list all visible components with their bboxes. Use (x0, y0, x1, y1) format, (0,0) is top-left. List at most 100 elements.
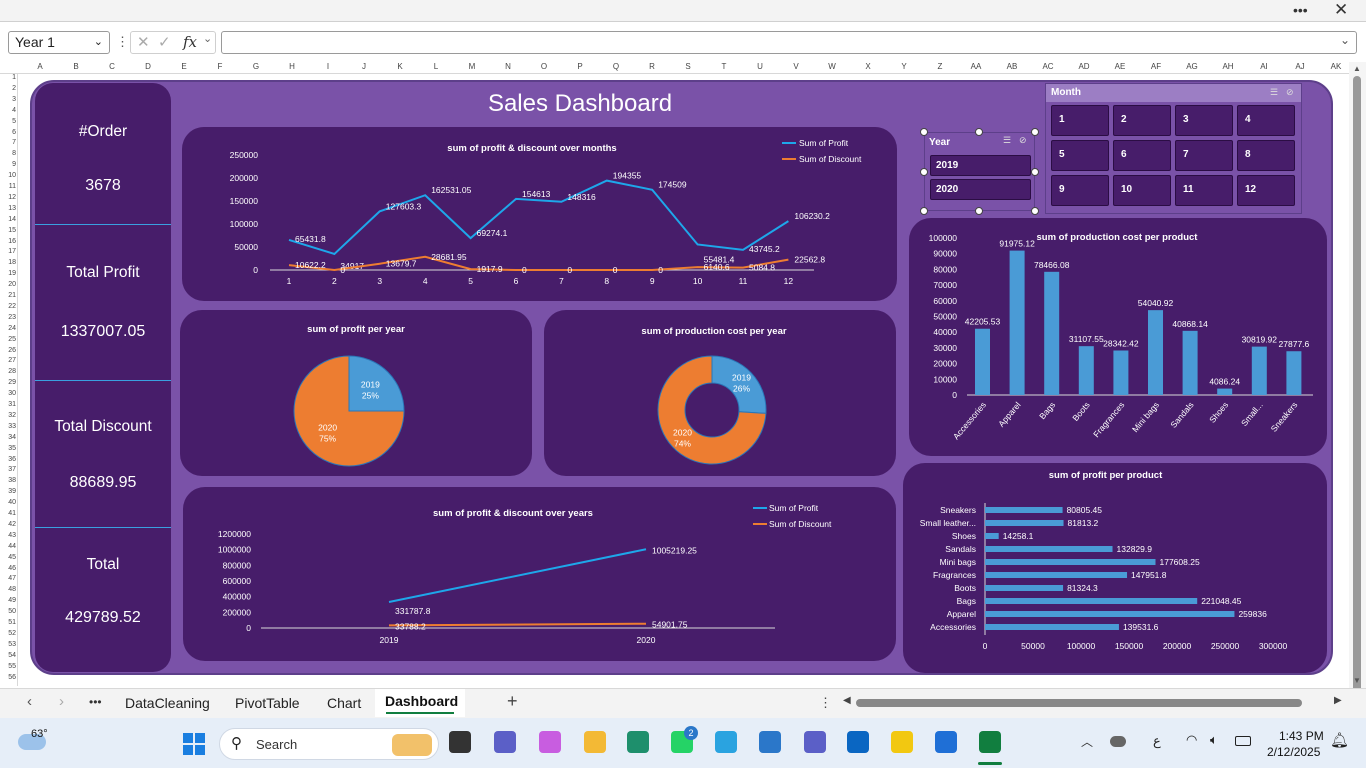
linkedin-icon[interactable] (847, 731, 869, 753)
month-slicer-item[interactable]: 6 (1113, 140, 1171, 171)
row-header-cell[interactable]: 15 (8, 226, 16, 234)
start-icon[interactable] (183, 733, 205, 755)
month-slicer-item[interactable]: 10 (1113, 175, 1171, 206)
language-indicator[interactable]: ع (1153, 733, 1161, 748)
column-header-cell[interactable]: O (540, 62, 548, 71)
row-header-cell[interactable]: 35 (8, 444, 16, 452)
tab-datacleaning[interactable]: DataCleaning (125, 695, 210, 711)
name-box[interactable]: Year 1 ⌄ (8, 31, 110, 54)
onedrive-icon[interactable] (1110, 736, 1126, 747)
battery-icon[interactable] (1235, 736, 1251, 746)
add-sheet-icon[interactable]: + (507, 691, 518, 711)
scroll-left-icon[interactable]: ◀ (843, 695, 851, 706)
resize-handle[interactable] (1031, 128, 1039, 136)
folder-icon[interactable] (584, 731, 606, 753)
row-header-cell[interactable]: 27 (8, 357, 16, 365)
column-header-cell[interactable]: M (468, 62, 476, 71)
enter-icon[interactable]: ✓ (158, 34, 171, 51)
column-header-cell[interactable]: AG (1186, 62, 1198, 71)
row-header-cell[interactable]: 13 (8, 204, 16, 212)
row-header-cell[interactable]: 33 (8, 422, 16, 430)
column-header-cell[interactable]: AK (1330, 62, 1342, 71)
month-slicer-item[interactable]: 1 (1051, 105, 1109, 136)
row-header-cell[interactable]: 20 (8, 281, 16, 289)
chart-months-panel[interactable]: sum of profit & discount over months 250… (182, 127, 897, 301)
row-header-cell[interactable]: 4 (12, 106, 16, 114)
edge-icon[interactable] (627, 731, 649, 753)
column-header-cell[interactable]: B (73, 62, 79, 71)
row-header-cell[interactable]: 21 (8, 292, 16, 299)
resize-handle[interactable] (1031, 168, 1039, 176)
row-header-cell[interactable]: 48 (8, 586, 16, 594)
tab-dashboard[interactable]: Dashboard (385, 693, 459, 709)
column-header-cell[interactable]: Z (937, 62, 943, 71)
column-header-cell[interactable]: Q (612, 62, 620, 71)
tab-chart[interactable]: Chart (327, 695, 362, 711)
row-header-cell[interactable]: 16 (8, 237, 16, 245)
wifi-icon[interactable]: ◠ (1186, 732, 1198, 747)
clock-date[interactable]: 2/12/2025 (1267, 745, 1321, 759)
row-header-cell[interactable]: 55 (8, 662, 16, 670)
column-header-cell[interactable]: N (505, 62, 511, 71)
notification-bell-icon[interactable]: 🔔︎ (1330, 732, 1350, 749)
row-header-cell[interactable]: 38 (8, 477, 16, 485)
row-header-cell[interactable]: 12 (8, 193, 16, 201)
row-header-cell[interactable]: 18 (8, 259, 16, 267)
clear-filter-icon[interactable]: ⊘ (1019, 135, 1027, 145)
row-header-cell[interactable]: 1 (12, 74, 16, 81)
multi-select-icon[interactable]: ☰ (1003, 135, 1012, 145)
kpi-panel[interactable]: #Order 3678 Total Profit 1337007.05 Tota… (35, 83, 171, 672)
column-header-cell[interactable]: I (326, 62, 330, 71)
excel-icon[interactable] (979, 731, 1001, 753)
column-header-cell[interactable]: X (865, 62, 871, 71)
row-header-cell[interactable]: 29 (8, 379, 16, 387)
row-header-cell[interactable]: 17 (8, 248, 16, 256)
row-header-cell[interactable]: 46 (8, 564, 16, 572)
row-header-cell[interactable]: 2 (12, 84, 16, 92)
column-header-cell[interactable]: R (649, 62, 655, 71)
file-explorer-dark-icon[interactable] (449, 731, 471, 753)
year-slicer[interactable]: Year ☰ ⊘ 2019 2020 (924, 132, 1035, 211)
year-slicer-item[interactable]: 2019 (930, 155, 1031, 176)
month-slicer-item[interactable]: 4 (1237, 105, 1295, 136)
month-slicer-item[interactable]: 2 (1113, 105, 1171, 136)
column-header-cell[interactable]: V (793, 62, 799, 71)
copilot-icon[interactable] (539, 731, 561, 753)
year-slicer-item[interactable]: 2020 (930, 179, 1031, 200)
cancel-icon[interactable]: ✕ (137, 34, 150, 51)
row-header-cell[interactable]: 49 (8, 597, 16, 605)
row-header-cell[interactable]: 31 (8, 401, 16, 408)
column-header-cell[interactable]: U (757, 62, 763, 71)
column-header-cell[interactable]: AC (1042, 62, 1054, 71)
month-slicer-item[interactable]: 8 (1237, 140, 1295, 171)
row-header-cell[interactable]: 5 (12, 117, 16, 125)
row-header-cell[interactable]: 36 (8, 455, 16, 463)
month-slicer-item[interactable]: 9 (1051, 175, 1109, 206)
column-header-cell[interactable]: P (577, 62, 583, 71)
column-header-cell[interactable]: F (217, 62, 223, 71)
telegram-icon[interactable] (715, 731, 737, 753)
formula-options-icon[interactable]: ⋮ (116, 34, 129, 49)
row-header-cell[interactable]: 50 (8, 608, 16, 616)
resize-handle[interactable] (975, 128, 983, 136)
month-slicer[interactable]: Month ☰ ⊘ 1 2 3 4 5 6 7 8 9 10 11 12 (1045, 83, 1302, 214)
row-header-cell[interactable]: 6 (12, 128, 16, 136)
vertical-scrollbar[interactable]: ▲ ▼ (1349, 62, 1366, 724)
month-slicer-item[interactable]: 7 (1175, 140, 1233, 171)
multi-select-icon[interactable]: ☰ (1270, 87, 1279, 97)
month-slicer-item[interactable]: 3 (1175, 105, 1233, 136)
row-header-cell[interactable]: 39 (8, 488, 16, 496)
more-options-icon[interactable]: ••• (1293, 2, 1308, 18)
column-header-cell[interactable]: L (433, 62, 439, 71)
month-slicer-item[interactable]: 11 (1175, 175, 1233, 206)
row-header-cell[interactable]: 47 (8, 575, 16, 583)
column-header-cell[interactable]: T (721, 62, 727, 71)
row-header-cell[interactable]: 8 (12, 150, 16, 158)
scroll-thumb[interactable] (1353, 76, 1361, 724)
column-header-cell[interactable]: E (181, 62, 187, 71)
column-header-cell[interactable]: K (397, 62, 403, 71)
column-header-cell[interactable]: AI (1260, 62, 1268, 71)
chart-profit-year-panel[interactable]: sum of profit per year 2019 25% 2020 75% (180, 310, 532, 476)
row-header-cell[interactable]: 11 (8, 183, 16, 190)
row-header-cell[interactable]: 43 (8, 531, 16, 539)
